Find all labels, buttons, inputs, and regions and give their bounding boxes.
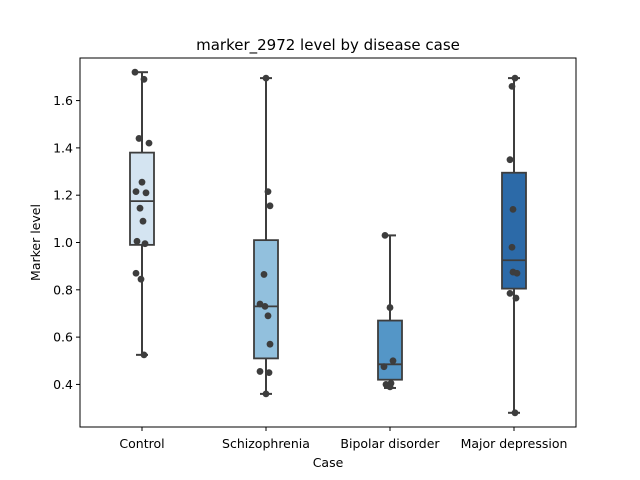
data-point <box>512 294 520 302</box>
data-point <box>389 357 397 365</box>
boxes-layer <box>129 71 527 414</box>
x-tick-label: Major depression <box>461 436 568 451</box>
data-point <box>265 369 273 376</box>
data-point <box>386 383 394 391</box>
y-tick-label: 1.2 <box>53 188 73 203</box>
y-tick-label: 0.4 <box>53 377 73 392</box>
data-point <box>138 178 146 186</box>
y-tick-label: 1.0 <box>53 235 73 250</box>
x-tick-label: Schizophrenia <box>222 436 310 451</box>
y-tick-label: 0.6 <box>53 330 73 345</box>
data-point <box>136 204 144 212</box>
data-point <box>513 269 521 277</box>
data-point <box>135 135 143 142</box>
data-point <box>261 302 269 310</box>
x-axis-label: Case <box>313 455 344 470</box>
data-point <box>386 304 394 311</box>
x-tick-label: Control <box>119 436 164 451</box>
box-group <box>253 77 279 395</box>
data-point <box>511 74 519 82</box>
y-tick-label: 0.8 <box>53 282 73 297</box>
data-point <box>140 351 148 359</box>
data-point <box>260 271 268 278</box>
data-point <box>506 289 514 297</box>
box-group <box>129 71 155 356</box>
data-point <box>380 363 388 371</box>
y-tick-label: 1.4 <box>53 140 73 155</box>
data-point <box>141 240 149 248</box>
data-point <box>506 156 514 164</box>
data-point <box>262 390 270 398</box>
box-iqr <box>377 319 403 381</box>
data-point <box>137 275 145 283</box>
data-point <box>140 75 148 83</box>
y-tick-label: 1.6 <box>53 93 73 108</box>
data-point <box>511 409 519 417</box>
data-point <box>509 205 517 213</box>
data-point <box>256 368 264 375</box>
data-point <box>139 217 147 225</box>
data-point <box>131 68 139 76</box>
x-tick-label: Bipolar disorder <box>340 436 440 451</box>
data-point <box>266 202 274 210</box>
x-axis: Control Schizophrenia Bipolar disorder Majo… <box>119 427 567 451</box>
data-point <box>262 74 270 82</box>
data-point <box>142 189 150 197</box>
data-point <box>266 340 274 348</box>
points-layer <box>131 68 521 417</box>
data-point <box>132 188 140 196</box>
data-point <box>508 82 516 90</box>
data-point <box>132 269 140 277</box>
box-iqr <box>253 239 279 360</box>
chart-title: marker_2972 level by disease case <box>196 36 460 55</box>
y-axis: 0.4 0.6 0.8 1.0 1.2 1.4 1.6 <box>53 93 80 392</box>
data-point <box>508 243 516 251</box>
data-point <box>381 232 389 239</box>
data-point <box>133 237 141 245</box>
y-axis-label: Marker level <box>28 204 43 281</box>
data-point <box>264 312 272 320</box>
data-point <box>145 139 153 147</box>
box-iqr <box>129 151 155 246</box>
data-point <box>264 188 272 196</box>
